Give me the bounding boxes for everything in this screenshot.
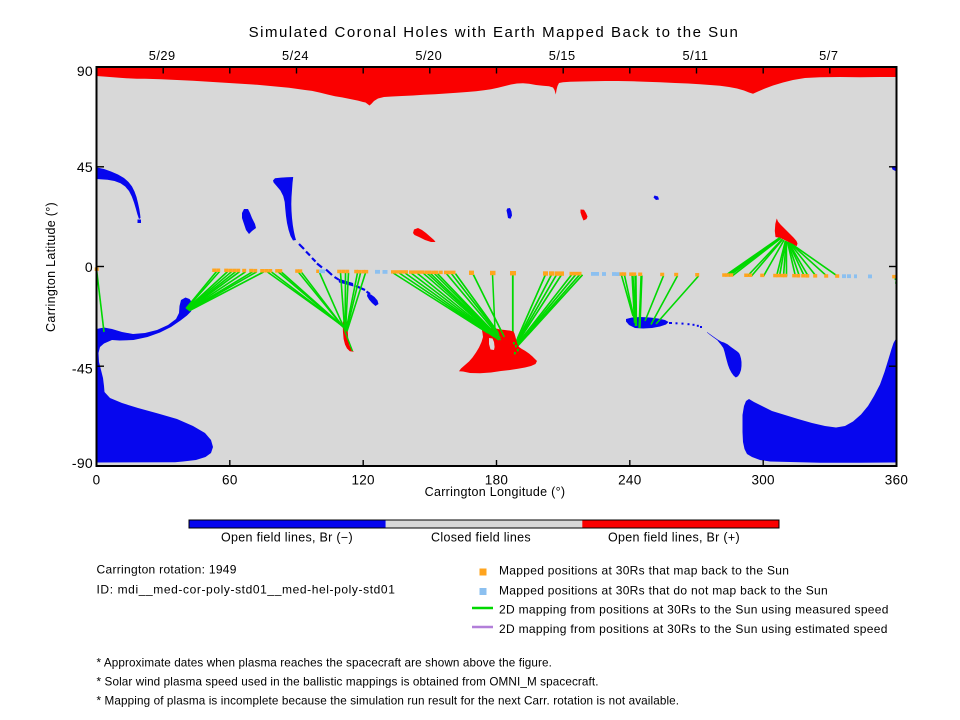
svg-text:Simulated Coronal Holes with E: Simulated Coronal Holes with Earth Mappe… [249,24,740,41]
svg-text:-90: -90 [72,455,93,471]
svg-text:Carrington Latitude (°): Carrington Latitude (°) [44,202,58,332]
svg-text:0: 0 [85,259,93,275]
svg-text:5/24: 5/24 [282,48,309,63]
svg-text:60: 60 [222,473,238,488]
svg-text:5/11: 5/11 [683,48,709,63]
svg-text:240: 240 [618,473,641,488]
svg-text:Carrington Longitude (°): Carrington Longitude (°) [425,485,566,499]
svg-text:120: 120 [351,473,374,488]
svg-text:ID: mdi__med-cor-poly-std01__m: ID: mdi__med-cor-poly-std01__med-hel-pol… [97,583,396,597]
svg-text:300: 300 [751,473,774,488]
svg-text:Carrington rotation: 1949: Carrington rotation: 1949 [97,563,237,577]
svg-text:Mapped positions at 30Rs that: Mapped positions at 30Rs that do not map… [499,584,828,598]
svg-text:180: 180 [485,473,508,488]
svg-text:* Approximate dates when plasm: * Approximate dates when plasma reaches … [97,657,553,670]
svg-text:45: 45 [77,159,93,175]
svg-text:5/7: 5/7 [819,48,838,63]
svg-text:* Mapping of plasma is incompl: * Mapping of plasma is incomplete becaus… [97,695,680,708]
svg-text:-45: -45 [72,361,93,377]
svg-text:2D mapping from positions at 3: 2D mapping from positions at 30Rs to the… [499,603,889,617]
svg-text:Open field lines, Br (+): Open field lines, Br (+) [608,531,740,545]
svg-text:5/20: 5/20 [415,48,442,63]
svg-text:Open field lines, Br (−): Open field lines, Br (−) [221,531,353,545]
svg-text:90: 90 [77,63,93,79]
svg-text:2D mapping from positions at 3: 2D mapping from positions at 30Rs to the… [499,622,888,636]
svg-text:5/15: 5/15 [549,48,576,63]
svg-text:* Solar wind plasma speed used: * Solar wind plasma speed used in the ba… [97,676,599,689]
svg-text:Mapped positions at 30Rs that: Mapped positions at 30Rs that map back t… [499,564,789,578]
svg-text:0: 0 [93,473,101,488]
svg-text:360: 360 [885,473,908,488]
svg-text:Closed field lines: Closed field lines [431,531,531,545]
svg-text:5/29: 5/29 [149,48,176,63]
